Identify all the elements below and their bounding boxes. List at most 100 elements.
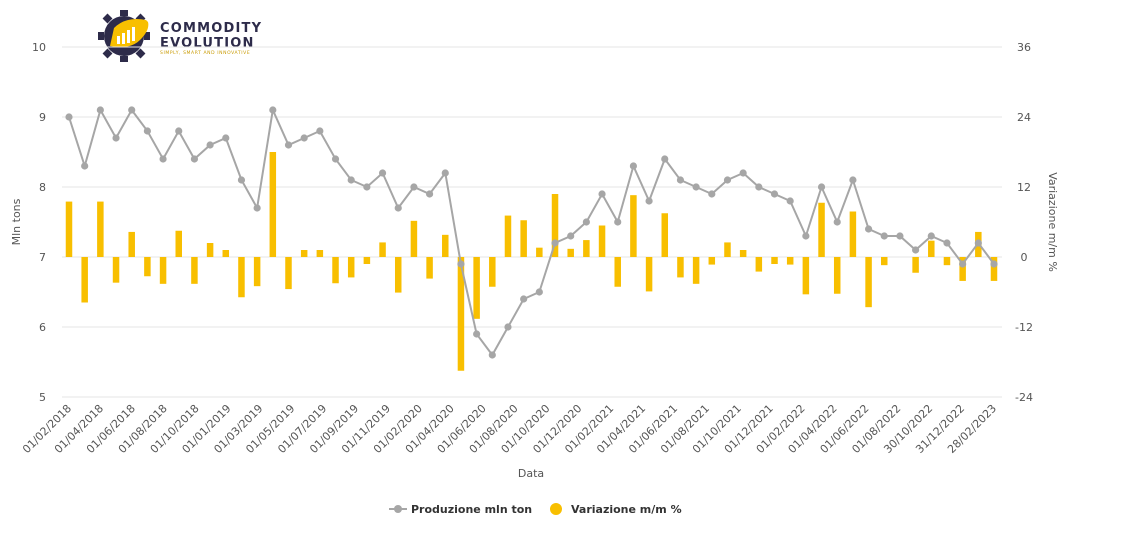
bar[interactable] (724, 242, 731, 257)
line-point[interactable] (81, 162, 89, 170)
line-point[interactable] (661, 155, 669, 163)
bar[interactable] (645, 257, 653, 292)
bar[interactable] (316, 250, 324, 257)
bar[interactable] (692, 257, 700, 284)
line-point[interactable] (143, 127, 151, 135)
line-point[interactable] (912, 246, 920, 254)
bar[interactable] (614, 257, 621, 287)
line-point[interactable] (990, 260, 998, 268)
bar[interactable] (677, 257, 684, 278)
line-point[interactable] (802, 232, 810, 240)
line-point[interactable] (896, 232, 904, 240)
bar[interactable] (771, 257, 778, 264)
bar[interactable] (332, 257, 339, 284)
bar[interactable] (363, 257, 371, 264)
line-point[interactable] (331, 155, 340, 163)
line-point[interactable] (222, 134, 230, 142)
bar[interactable] (849, 211, 857, 258)
bar[interactable] (818, 202, 825, 257)
line-point[interactable] (943, 239, 951, 247)
line-point[interactable] (206, 141, 214, 149)
bar[interactable] (489, 257, 496, 287)
bar[interactable] (598, 225, 606, 258)
bar[interactable] (300, 250, 308, 257)
line-point[interactable] (237, 176, 246, 184)
legend-item-variazione[interactable]: Variazione m/m % (550, 503, 682, 516)
bar[interactable] (959, 257, 966, 281)
bar[interactable] (708, 257, 716, 265)
line-point[interactable] (520, 295, 528, 303)
bar[interactable] (802, 257, 810, 295)
bar[interactable] (128, 231, 135, 257)
line-point[interactable] (347, 176, 355, 184)
line-point[interactable] (708, 190, 716, 198)
line-point[interactable] (394, 204, 402, 212)
bar[interactable] (175, 230, 182, 257)
line-point[interactable] (112, 134, 120, 142)
bar[interactable] (739, 250, 747, 257)
bar[interactable] (928, 240, 935, 257)
bar[interactable] (81, 257, 88, 303)
line-point[interactable] (755, 183, 763, 191)
line-point[interactable] (645, 197, 653, 205)
line-point[interactable] (441, 169, 449, 177)
bar[interactable] (97, 201, 104, 257)
line-point[interactable] (96, 106, 104, 114)
line-point[interactable] (457, 260, 465, 268)
bar[interactable] (755, 257, 763, 272)
line-point[interactable] (190, 155, 199, 163)
bar[interactable] (269, 152, 277, 257)
bar[interactable] (833, 257, 841, 294)
line-point[interactable] (614, 218, 622, 226)
line-point[interactable] (849, 176, 857, 184)
line-point[interactable] (676, 176, 685, 184)
bar[interactable] (551, 194, 559, 257)
bar[interactable] (112, 257, 120, 283)
bar[interactable] (394, 257, 402, 293)
line-point[interactable] (316, 127, 324, 135)
bar[interactable] (536, 247, 543, 257)
line-point[interactable] (692, 183, 700, 191)
bar[interactable] (379, 242, 386, 257)
bar[interactable] (457, 257, 465, 371)
bar[interactable] (410, 220, 418, 257)
line-point[interactable] (770, 190, 779, 198)
bar[interactable] (222, 250, 230, 257)
bar[interactable] (520, 220, 527, 257)
line-point[interactable] (473, 330, 481, 338)
bar[interactable] (473, 257, 480, 319)
line-point[interactable] (739, 169, 747, 177)
bar[interactable] (865, 257, 872, 308)
line-point[interactable] (175, 127, 183, 135)
line-point[interactable] (269, 106, 277, 114)
line-point[interactable] (128, 106, 136, 114)
bar[interactable] (504, 215, 512, 257)
bar[interactable] (881, 257, 888, 266)
bar[interactable] (567, 248, 574, 257)
bar[interactable] (347, 257, 355, 278)
line-point[interactable] (927, 232, 935, 240)
line-point[interactable] (253, 204, 261, 212)
bar[interactable] (990, 257, 998, 281)
bar[interactable] (65, 201, 73, 257)
line-point[interactable] (598, 190, 606, 198)
line-point[interactable] (378, 169, 387, 177)
bar[interactable] (285, 257, 292, 290)
line-point[interactable] (504, 323, 512, 331)
line-point[interactable] (488, 351, 496, 359)
line-point[interactable] (551, 239, 559, 247)
line-point[interactable] (974, 239, 982, 247)
line-point[interactable] (159, 155, 167, 163)
bar[interactable] (191, 257, 198, 284)
bar[interactable] (426, 257, 433, 279)
line-point[interactable] (363, 183, 371, 191)
bar[interactable] (238, 257, 245, 298)
line-point[interactable] (567, 232, 575, 240)
legend-item-produzione[interactable]: Produzione mln ton (389, 503, 532, 516)
bar[interactable] (943, 257, 951, 266)
bar[interactable] (630, 195, 637, 257)
bar[interactable] (253, 257, 261, 287)
bar[interactable] (159, 257, 167, 284)
bar[interactable] (144, 257, 151, 277)
line-point[interactable] (864, 225, 873, 233)
